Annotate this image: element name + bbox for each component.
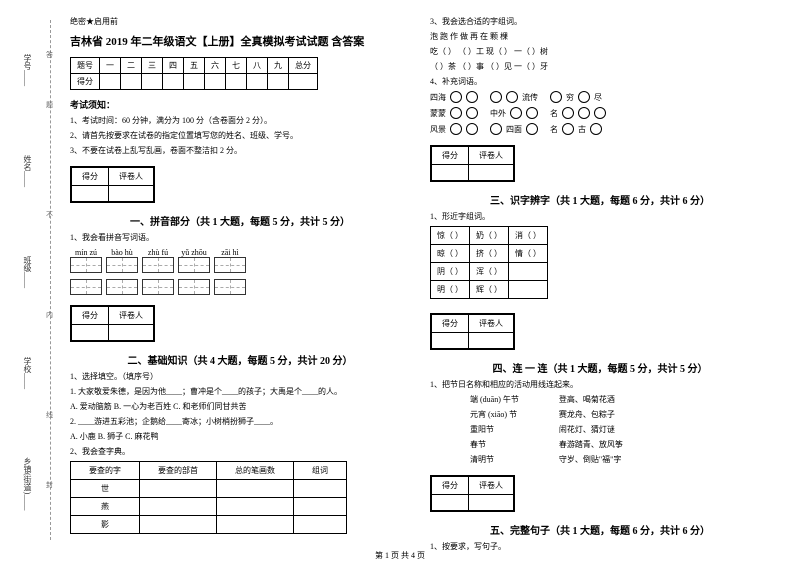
sidebar-xiangzhen: 乡镇(街道)____ bbox=[22, 457, 33, 510]
q2-1b: A. 爱动脑筋 B. 一心为老百姓 C. 和老师们同甘共苦 bbox=[70, 401, 410, 413]
left-column: 绝密★启用前 吉林省 2019 年二年级语文【上册】全真模拟考试试题 含答案 题… bbox=[70, 16, 410, 556]
score-table: 题号一 二三 四五 六七 八九 总分 得分 bbox=[70, 57, 318, 90]
section-2-title: 二、基础知识（共 4 大题，每题 5 分，共计 20 分） bbox=[70, 352, 410, 367]
buchong-1: 四海 流传 穷尽 bbox=[430, 91, 770, 103]
q3: 3、我会选合适的字组词。 bbox=[430, 16, 770, 28]
page-footer: 第 1 页 共 4 页 bbox=[0, 550, 800, 561]
q2-1d: A. 小鹿 B. 狮子 C. 麻花鸭 bbox=[70, 431, 410, 443]
q3-b: 吃（ ） （ ）工 现（ ） 一（ ）树 bbox=[430, 46, 770, 58]
scorebox-4: 得分评卷人 bbox=[430, 313, 515, 350]
pinyin-row: mín zú bào hù zhù fú yǔ zhōu zāi hì bbox=[70, 248, 410, 275]
buchong-2: 蒙蒙 中外 名 bbox=[430, 107, 770, 119]
notice-1: 1、考试时间：60 分钟，满分为 100 分（含卷面分 2 分）。 bbox=[70, 115, 410, 127]
dl-4: 内 bbox=[46, 310, 53, 320]
fold-line bbox=[50, 20, 51, 540]
sidebar-xingming: 姓名____ bbox=[22, 155, 33, 187]
dl-5: 线 bbox=[46, 410, 53, 420]
q3-a: 泡 跑 作 做 再 在 颗 棵 bbox=[430, 31, 770, 43]
q4: 4、补充词语。 bbox=[430, 76, 770, 88]
q2-1c: 2. ____游进五彩池；企鹅给____寄冰；小树梢扮狮子____。 bbox=[70, 416, 410, 428]
scorebox-5: 得分评卷人 bbox=[430, 475, 515, 512]
sidebar-xuexiao: 学校____ bbox=[22, 357, 33, 389]
q2-1: 1、选择填空。（填序号） bbox=[70, 371, 410, 383]
scorebox-1: 得分评卷人 bbox=[70, 166, 155, 203]
confidential-note: 绝密★启用前 bbox=[70, 16, 410, 27]
buchong-3: 风景 四面 名古 bbox=[430, 123, 770, 135]
q2-2: 2、我会查字典。 bbox=[70, 446, 410, 458]
q2-1a: 1. 大家敬爱朱德，是因为他____；曹冲是个____的孩子；大禹是个____的… bbox=[70, 386, 410, 398]
q4-1: 1、把节日名称和相应的活动用线连起来。 bbox=[430, 379, 770, 391]
dl-6: 封 bbox=[46, 480, 53, 490]
section-5-title: 五、完整句子（共 1 大题，每题 6 分，共计 6 分） bbox=[430, 522, 770, 537]
q1-1: 1、我会看拼音写词语。 bbox=[70, 232, 410, 244]
dl-2: 题 bbox=[46, 100, 53, 110]
right-column: 3、我会选合适的字组词。 泡 跑 作 做 再 在 颗 棵 吃（ ） （ ）工 现… bbox=[430, 16, 770, 556]
section-3-title: 三、识字辨字（共 1 大题，每题 6 分，共计 6 分） bbox=[430, 192, 770, 207]
exam-title: 吉林省 2019 年二年级语文【上册】全真模拟考试试题 含答案 bbox=[70, 33, 410, 49]
lookup-table: 要查的字要查的部首总的笔画数组词 世 燕 影 bbox=[70, 461, 347, 534]
notice-heading: 考试须知： bbox=[70, 98, 410, 111]
scorebox-2: 得分评卷人 bbox=[70, 305, 155, 342]
xing-table: 惊（ ）奶（ ）消（ ） 晾（ ）挤（ ）情（ ） 阴（ ）浑（ ） 明（ ）辉… bbox=[430, 226, 548, 299]
q3-c: （ ）茶 （ ）事 （ ）见 一（ ）牙 bbox=[430, 61, 770, 73]
dl-3: 不 bbox=[46, 210, 53, 220]
sidebar-banji: 班级____ bbox=[22, 256, 33, 288]
notice-3: 3、不要在试卷上乱写乱画，卷面不整洁扣 2 分。 bbox=[70, 145, 410, 157]
notice-2: 2、请首先按要求在试卷的指定位置填写您的姓名、班级、学号。 bbox=[70, 130, 410, 142]
q3-1: 1、形近字组词。 bbox=[430, 211, 770, 223]
section-1-title: 一、拼音部分（共 1 大题，每题 5 分，共计 5 分） bbox=[70, 213, 410, 228]
scorebox-3: 得分评卷人 bbox=[430, 145, 515, 182]
section-4-title: 四、连 一 连（共 1 大题，每题 5 分，共计 5 分） bbox=[430, 360, 770, 375]
sidebar-xuehao: 学号____ bbox=[22, 54, 33, 86]
dl-1: 答 bbox=[46, 50, 53, 60]
